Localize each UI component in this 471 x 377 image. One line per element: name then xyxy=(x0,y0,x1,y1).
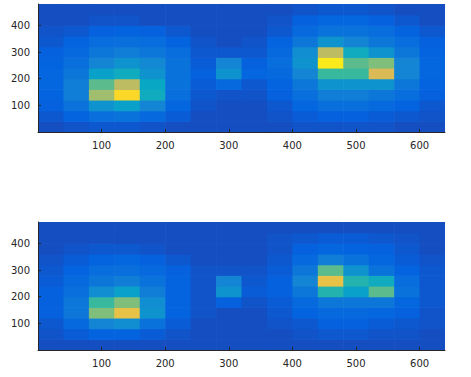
svg-text:300: 300 xyxy=(11,265,30,276)
svg-text:100: 100 xyxy=(11,318,30,329)
svg-text:400: 400 xyxy=(11,238,30,249)
svg-text:200: 200 xyxy=(156,358,175,369)
svg-text:500: 500 xyxy=(346,140,365,151)
svg-text:100: 100 xyxy=(92,358,111,369)
svg-text:300: 300 xyxy=(219,358,238,369)
svg-text:400: 400 xyxy=(283,358,302,369)
svg-text:200: 200 xyxy=(11,291,30,302)
svg-text:200: 200 xyxy=(156,140,175,151)
svg-text:500: 500 xyxy=(346,358,365,369)
svg-text:300: 300 xyxy=(219,140,238,151)
svg-text:200: 200 xyxy=(11,73,30,84)
svg-text:400: 400 xyxy=(283,140,302,151)
svg-text:600: 600 xyxy=(410,358,429,369)
svg-text:100: 100 xyxy=(11,100,30,111)
svg-text:100: 100 xyxy=(92,140,111,151)
svg-text:400: 400 xyxy=(11,20,30,31)
svg-text:300: 300 xyxy=(11,47,30,58)
svg-text:600: 600 xyxy=(410,140,429,151)
